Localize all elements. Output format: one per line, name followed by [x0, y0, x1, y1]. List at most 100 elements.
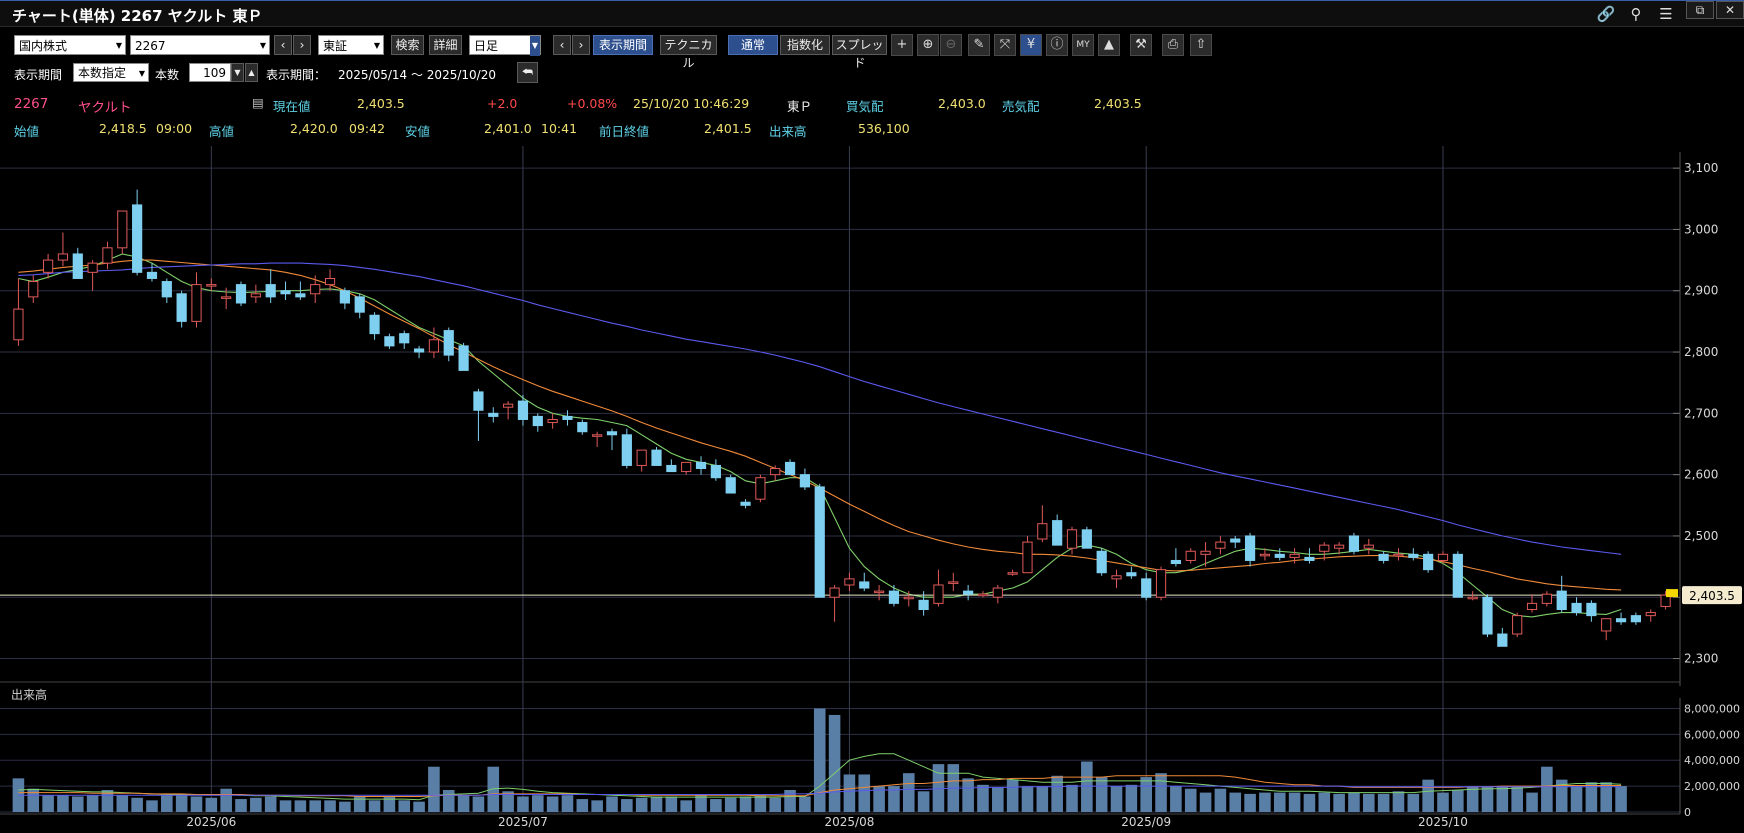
volume-bar: [1377, 793, 1390, 812]
candle-down: [1081, 529, 1092, 549]
candle-up: [1334, 544, 1345, 549]
area-chart-icon[interactable]: ▲: [1098, 34, 1120, 56]
candle-up: [1200, 550, 1211, 555]
market-select-value: 国内株式: [19, 39, 68, 53]
restore-icon[interactable]: ⧉: [1686, 1, 1714, 19]
volume-bar: [1155, 773, 1167, 812]
volume-bar: [843, 774, 856, 812]
settings-wrench-icon[interactable]: ⚒: [1130, 34, 1152, 56]
yen-icon[interactable]: ¥: [1020, 34, 1042, 56]
index-mode-button[interactable]: 指数化: [780, 35, 830, 55]
candle-down: [1230, 538, 1241, 543]
code-input[interactable]: 2267 ▼: [130, 35, 270, 55]
prev-period-button[interactable]: ‹: [553, 35, 571, 55]
volume-bar: [71, 796, 84, 812]
print-icon[interactable]: ⎙: [1162, 34, 1184, 56]
volume-bar: [1259, 792, 1271, 812]
candle-up: [770, 468, 781, 476]
candle-up: [1526, 602, 1538, 611]
window-titlebar: チャート(単体) 2267 ヤクルト 東Ｐ 🔗 ⚲ ☰ ⧉ ✕: [0, 0, 1744, 27]
memo-icon[interactable]: ▤: [252, 95, 264, 110]
volume-bar: [1466, 786, 1479, 812]
period-mode-select[interactable]: 本数指定 ▼: [73, 63, 149, 82]
zoom-in-icon[interactable]: ⊕: [917, 34, 939, 56]
volume-bar: [220, 788, 232, 812]
candle-up: [873, 590, 885, 594]
volume-bar: [1615, 786, 1627, 812]
spread-mode-button[interactable]: スプレッド: [832, 35, 887, 70]
volume-bar: [472, 796, 485, 812]
volume-bar: [754, 795, 767, 812]
market-select[interactable]: 国内株式 ▼: [14, 35, 126, 55]
candle-down: [146, 271, 158, 279]
volume-bar: [813, 708, 826, 812]
prev-code-button[interactable]: ‹: [274, 35, 292, 55]
display-period-button[interactable]: 表示期間: [593, 35, 653, 55]
info-icon[interactable]: ⓘ: [1046, 34, 1068, 56]
volume-bar: [917, 791, 930, 812]
next-period-button[interactable]: ›: [572, 35, 590, 55]
period-label: 表示期間: [14, 68, 63, 82]
export-icon[interactable]: ⇧: [1190, 34, 1212, 56]
candle-down: [339, 290, 350, 304]
candle-down: [1244, 535, 1256, 561]
low-label: 安値: [405, 124, 431, 139]
volume-bar: [161, 795, 173, 812]
bid-value: 2,403.0: [938, 96, 986, 111]
close-icon[interactable]: ✕: [1716, 1, 1744, 19]
candle-up: [310, 284, 321, 295]
candle-up: [1467, 596, 1478, 600]
volume-bar: [1437, 792, 1449, 812]
menu-icon[interactable]: ☰: [1659, 5, 1673, 23]
candle-down: [1408, 553, 1419, 558]
volume-tick-label: 2,000,000: [1684, 780, 1740, 793]
volume-bar: [1184, 788, 1197, 812]
candle-up: [28, 281, 39, 298]
volume-bar: [1570, 786, 1583, 812]
count-label: 本数: [155, 68, 180, 82]
next-code-button[interactable]: ›: [293, 35, 311, 55]
volume-bar: [1081, 761, 1093, 812]
candle-up: [87, 262, 98, 273]
draw-pencil-icon[interactable]: ✎: [968, 34, 990, 56]
zoom-out-icon[interactable]: ⊖: [940, 34, 962, 56]
count-input[interactable]: 109: [189, 63, 231, 82]
detail-button[interactable]: 詳細: [429, 35, 462, 55]
volume-bar: [57, 795, 69, 812]
my-chart-icon[interactable]: MY: [1072, 34, 1094, 56]
trendline-icon[interactable]: ⤧: [994, 34, 1016, 56]
exchange-select[interactable]: 東証 ▼: [318, 35, 384, 55]
candle-up: [1289, 553, 1300, 558]
candle-down: [532, 415, 543, 427]
volume-bar: [1541, 766, 1553, 812]
candle-down: [963, 590, 974, 595]
candle-down: [1630, 615, 1642, 623]
link-icon[interactable]: 🔗: [1596, 5, 1616, 23]
range-label: 表示期間：: [266, 68, 327, 82]
volume-bar: [769, 797, 782, 812]
count-up-button[interactable]: ▲: [245, 63, 258, 82]
search-button[interactable]: 検索: [391, 35, 424, 55]
x-tick-label: 2025/09: [1121, 815, 1171, 829]
chevron-down-icon: ▼: [259, 41, 266, 50]
reset-period-icon[interactable]: ⮪: [517, 62, 538, 83]
count-down-button[interactable]: ▼: [231, 63, 244, 82]
volume-bar: [532, 795, 544, 812]
normal-mode-button[interactable]: 通常: [728, 35, 778, 55]
candle-up: [1512, 615, 1523, 635]
technical-button[interactable]: テクニカル: [660, 35, 717, 70]
candle-down: [740, 501, 751, 506]
candle-down: [1052, 520, 1063, 546]
chevron-down-icon: ▼: [373, 41, 380, 50]
candle-down: [1571, 602, 1582, 614]
candle-up: [191, 284, 202, 322]
period-type-select[interactable]: 日足 ▼: [469, 35, 541, 56]
candle-down: [384, 336, 395, 347]
volume-bar: [42, 795, 54, 812]
candle-up: [681, 461, 692, 473]
crosshair-icon[interactable]: +: [891, 34, 913, 56]
search-icon[interactable]: ⚲: [1630, 5, 1642, 23]
candle-up: [1007, 572, 1018, 575]
volume-bar: [1526, 792, 1538, 812]
volume-bar: [1348, 792, 1360, 812]
